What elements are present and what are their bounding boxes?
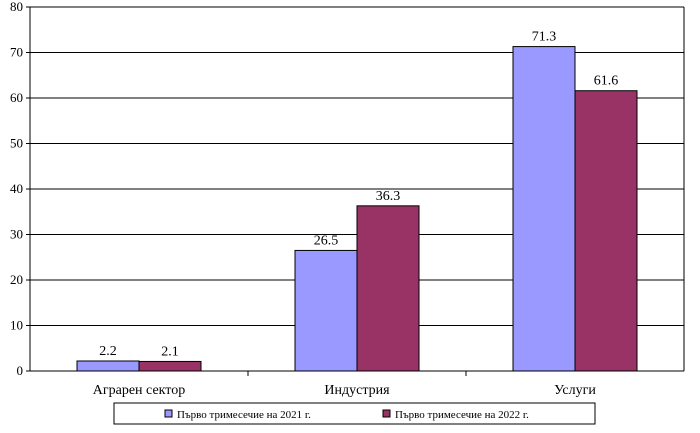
legend-label: Първо тримесечие на 2021 г. bbox=[177, 409, 311, 421]
bar bbox=[138, 360, 202, 372]
x-category-label: Индустрия bbox=[324, 383, 390, 398]
y-tick-label: 20 bbox=[10, 272, 23, 287]
y-tick-label: 50 bbox=[10, 136, 23, 151]
legend-swatch bbox=[382, 409, 391, 418]
legend-label: Първо тримесечие на 2022 г. bbox=[395, 409, 529, 421]
data-labels: 2.2 2.1 26.5 36.3 71.3 61.6 bbox=[99, 30, 618, 360]
data-label: 71.3 bbox=[532, 30, 557, 45]
bar bbox=[294, 249, 358, 372]
data-label: 2.1 bbox=[161, 344, 179, 359]
legend: Първо тримесечие на 2021 г. Първо тримесе… bbox=[113, 402, 596, 425]
legend-box bbox=[113, 402, 596, 425]
data-label: 61.6 bbox=[594, 74, 619, 89]
y-tick-label: 80 bbox=[10, 0, 23, 14]
data-label: 26.5 bbox=[314, 233, 339, 248]
axes: 0 10 20 30 40 50 60 70 80 Аграрен сектор Индустрия… bbox=[10, 0, 685, 398]
y-tick-label: 70 bbox=[10, 45, 23, 60]
y-tick-label: 30 bbox=[10, 227, 23, 242]
bar bbox=[356, 205, 420, 372]
data-label: 2.2 bbox=[99, 344, 117, 359]
bar bbox=[76, 360, 140, 372]
x-category-label: Услуги bbox=[554, 383, 596, 398]
y-tick-label: 10 bbox=[10, 318, 23, 333]
bar bbox=[512, 46, 576, 372]
x-category-label: Аграрен сектор bbox=[93, 383, 185, 398]
y-tick-label: 0 bbox=[17, 363, 24, 378]
data-label: 36.3 bbox=[376, 189, 401, 204]
y-tick-label: 40 bbox=[10, 181, 23, 196]
y-tick-label: 60 bbox=[10, 90, 23, 105]
bar bbox=[574, 90, 638, 372]
legend-swatch bbox=[164, 409, 173, 418]
bars bbox=[76, 46, 638, 372]
